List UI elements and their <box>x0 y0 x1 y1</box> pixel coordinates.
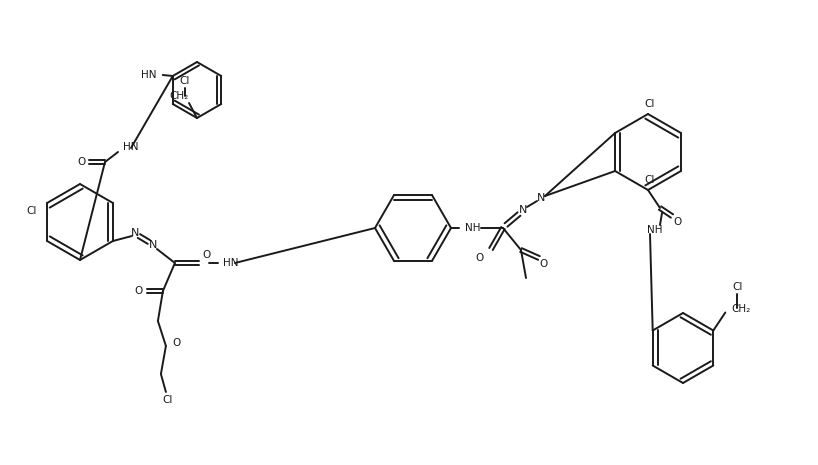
Text: Cl: Cl <box>180 76 191 86</box>
Text: HN: HN <box>123 142 138 152</box>
Text: NH: NH <box>465 223 480 233</box>
Text: Cl: Cl <box>163 395 173 405</box>
Text: O: O <box>539 259 547 269</box>
Text: CH₂: CH₂ <box>731 304 751 313</box>
Text: N: N <box>537 193 545 203</box>
Text: Cl: Cl <box>645 99 655 109</box>
Text: CH₂: CH₂ <box>170 91 189 101</box>
Text: O: O <box>476 253 484 263</box>
Text: HN: HN <box>223 258 238 268</box>
Text: O: O <box>135 286 143 296</box>
Text: O: O <box>172 338 180 348</box>
Text: Cl: Cl <box>645 175 655 185</box>
Text: N: N <box>131 228 139 238</box>
Text: Cl: Cl <box>27 206 37 216</box>
Text: N: N <box>149 240 157 250</box>
Text: HN: HN <box>142 70 157 80</box>
Text: O: O <box>203 250 211 260</box>
Text: Cl: Cl <box>732 283 743 292</box>
Text: O: O <box>77 157 85 167</box>
Text: NH: NH <box>647 225 663 235</box>
Text: O: O <box>674 217 682 227</box>
Text: N: N <box>519 205 527 215</box>
